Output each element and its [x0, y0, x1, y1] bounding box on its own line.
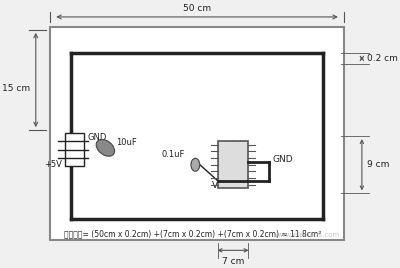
Text: 9 cm: 9 cm: [367, 160, 390, 169]
Ellipse shape: [96, 139, 114, 156]
Text: www.elecfans.com: www.elecfans.com: [274, 232, 340, 238]
Text: 0.2 cm: 0.2 cm: [367, 54, 398, 63]
Text: 10uF: 10uF: [116, 138, 137, 147]
Text: 环路面积= (50cm x 0.2cm) +(7cm x 0.2cm) +(7cm x 0.2cm) ≈ 11.8cm²: 环路面积= (50cm x 0.2cm) +(7cm x 0.2cm) +(7c…: [64, 229, 321, 238]
Ellipse shape: [191, 158, 200, 171]
Text: DD: DD: [218, 183, 229, 189]
Text: +5V: +5V: [44, 160, 62, 169]
Text: V: V: [212, 181, 218, 190]
Text: 15 cm: 15 cm: [2, 84, 30, 93]
Bar: [50, 27, 344, 240]
Text: 0.1uF: 0.1uF: [162, 150, 185, 159]
Bar: [218, 142, 248, 188]
Text: GND: GND: [88, 133, 107, 142]
Text: 50 cm: 50 cm: [183, 4, 211, 13]
Bar: [65, 133, 84, 166]
Text: 7 cm: 7 cm: [222, 257, 244, 266]
Text: GND: GND: [272, 155, 293, 164]
